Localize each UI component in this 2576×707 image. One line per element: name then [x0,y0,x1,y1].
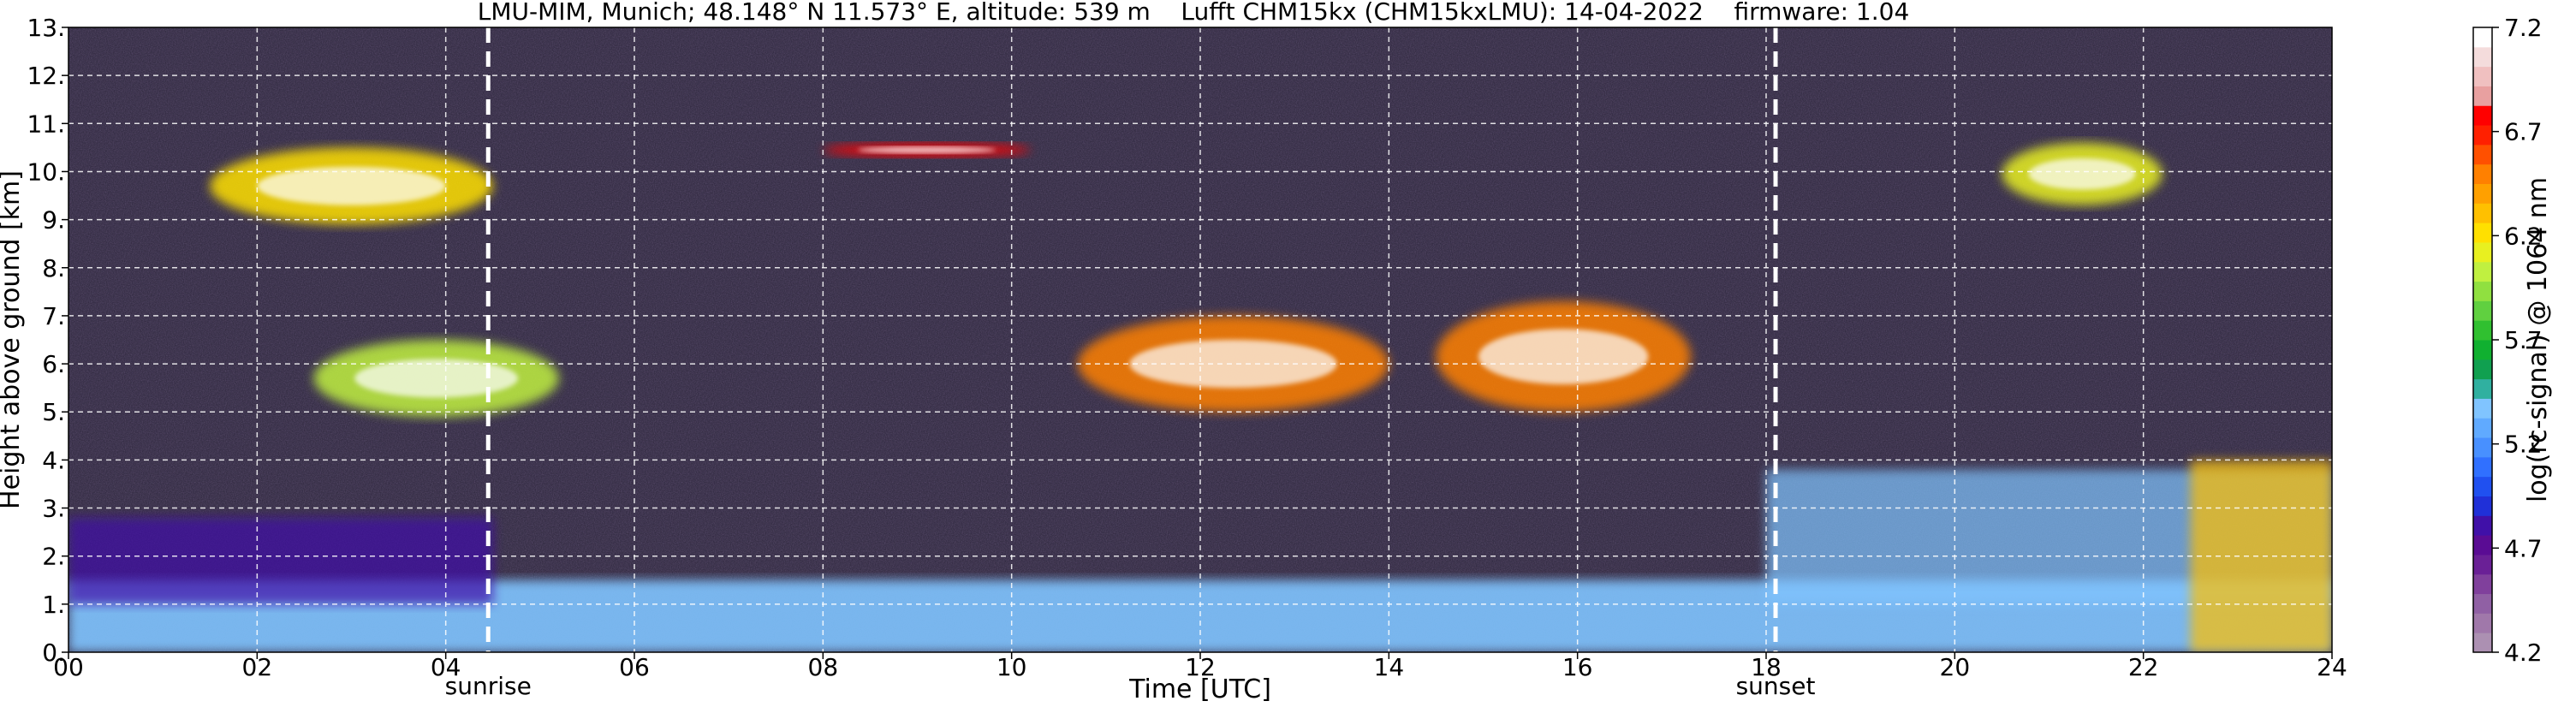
colorbar-swatch [2473,613,2492,633]
x-axis-label: Time [UTC] [1128,674,1271,704]
colorbar-swatch [2473,573,2492,595]
sun-markers: sunrise sunset [445,27,1816,700]
low-cloud-feature-9 [2190,460,2332,652]
colorbar-swatch [2473,554,2492,575]
colorbar-swatch [2473,105,2492,126]
y-tick-label: 2. [42,543,65,571]
colorbar-swatch [2473,125,2492,146]
colorbar-tick-label: 6.7 [2504,118,2543,146]
x-tick-label: 24 [2317,653,2347,681]
y-tick-label: 12. [27,62,65,90]
x-tick-label: 08 [808,653,839,681]
cloud-core-6 [1478,329,1649,384]
colorbar-swatch [2473,340,2492,360]
x-tick-label: 00 [53,653,84,681]
y-tick-label: 6. [42,350,65,378]
colorbar-swatch [2473,86,2492,106]
colorbar-swatch [2473,515,2492,536]
y-tick-label: 1. [42,591,65,619]
y-tick-label: 9. [42,206,65,235]
x-tick-label: 14 [1374,653,1405,681]
x-tick-label: 12 [1185,653,1216,681]
y-tick-label: 8. [42,254,65,282]
cloud-core-5 [1129,340,1337,389]
colorbar: 4.2 4.7 5.2 5.7 6.2 6.7 7.2 [2472,14,2543,667]
colorbar-swatch [2473,535,2492,556]
colorbar-swatch [2473,456,2492,478]
colorbar-swatch [2473,476,2492,496]
x-tick-label: 02 [242,653,273,681]
colorbar-swatch [2473,223,2492,243]
colorbar-swatch [2473,300,2492,321]
colorbar-swatch [2473,633,2492,653]
x-tick-label: 16 [1562,653,1593,681]
cloud-core-2 [257,166,446,205]
cloud-core-7 [2028,158,2136,190]
colorbar-tick-label: 4.2 [2504,639,2543,667]
colorbar-swatch [2473,378,2492,399]
colorbar-swatch [2473,46,2492,68]
colorbar-tick-label: 5.7 [2504,326,2543,354]
sunrise-label: sunrise [445,672,532,700]
colorbar-tick-label: 7.2 [2504,14,2543,42]
colorbar-swatch [2473,163,2492,184]
colorbar-swatch [2473,261,2492,282]
colorbar-swatch [2473,418,2492,438]
grid-lines [68,27,2332,652]
colorbar-swatch [2473,144,2492,165]
y-tick-label: 3. [42,495,65,523]
colorbar-tick-label: 5.2 [2504,431,2543,459]
x-tick-label: 10 [996,653,1027,681]
colorbar-swatch [2473,496,2492,516]
x-tick-label: 18 [1751,653,1782,681]
cloud-core-4 [857,146,996,154]
signal-features [68,142,2332,652]
colorbar-label: log(rc-signal) @ 1064 nm [2523,177,2553,502]
cloud-core-3 [354,359,519,398]
sunset-label: sunset [1736,672,1816,700]
residual-layer-feature-1 [68,517,493,604]
colorbar-swatch [2473,437,2492,458]
colorbar-swatch [2473,593,2492,614]
x-axis-ticks: 00 02 04 06 08 10 12 14 16 18 20 22 24 [53,652,2347,681]
y-tick-label: 4. [42,446,65,474]
colorbar-swatch [2473,281,2492,301]
y-tick-label: 7. [42,302,65,330]
y-tick-label: 13. [27,14,65,42]
y-tick-label: 0. [42,639,65,667]
x-tick-label: 04 [431,653,461,681]
colorbar-tick-label: 6.2 [2504,222,2543,250]
colorbar-swatch [2473,359,2492,380]
colorbar-tick-label: 4.7 [2504,534,2543,562]
y-tick-label: 11. [27,110,65,138]
colorbar-swatch [2473,320,2492,341]
y-axis-label: Height above ground [km] [0,170,26,509]
x-tick-label: 06 [619,653,650,681]
colorbar-swatch [2473,398,2492,419]
colorbar-swatch [2473,183,2492,204]
y-tick-label: 10. [27,157,65,186]
colorbar-swatch [2473,66,2492,86]
y-axis-ticks: 0. 1. 2. 3. 4. 5. 6. 7. 8. 9. 10. 11. 12. 13. [27,14,68,667]
y-tick-label: 5. [42,398,65,426]
colorbar-swatch [2473,27,2492,48]
chart-title: LMU-MIM, Munich; 48.148° N 11.573° E, al… [478,0,1910,26]
x-tick-label: 22 [2128,653,2159,681]
colorbar-swatch [2473,241,2492,263]
x-tick-label: 20 [1940,653,1971,681]
colorbar-swatch [2473,203,2492,223]
